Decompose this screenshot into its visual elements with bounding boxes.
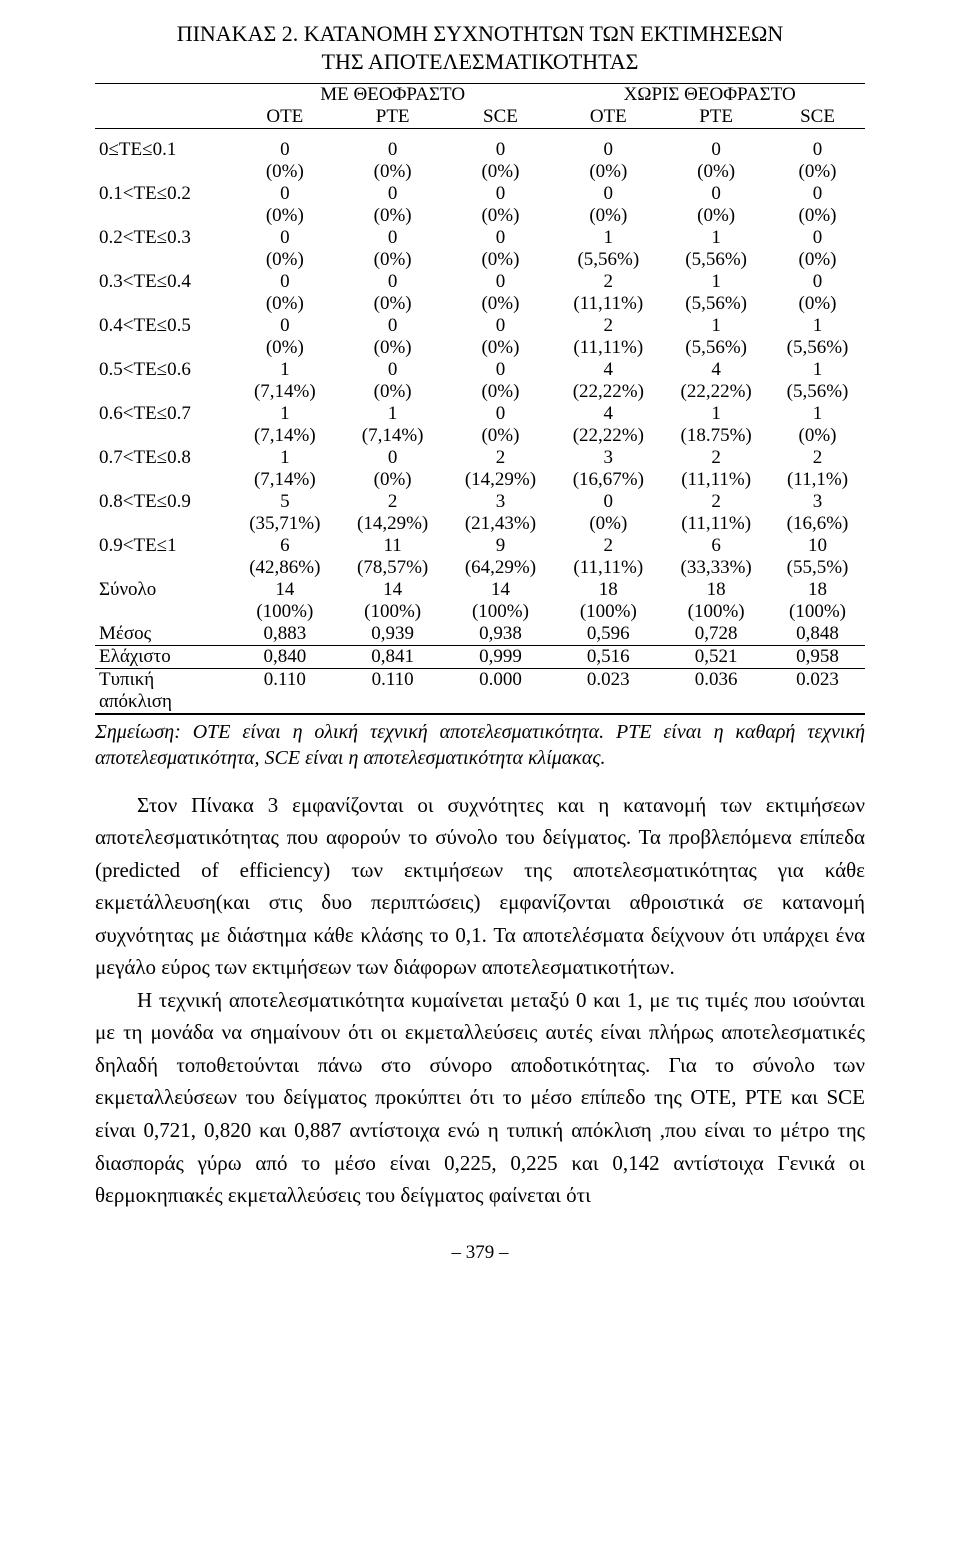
- row-label: 0.2<TE≤0.3: [95, 227, 231, 249]
- row-label: 0.5<TE≤0.6: [95, 359, 231, 381]
- row-label: 0.8<TE≤0.9: [95, 491, 231, 513]
- row-label: 0.7<TE≤0.8: [95, 447, 231, 469]
- col-header-sce-5: SCE: [770, 106, 865, 129]
- title-line-1: ΠΙΝΑΚΑΣ 2. ΚΑΤΑΝΟΜΗ ΣΥΧΝΟΤΗΤΩΝ ΤΩΝ ΕΚΤΙΜ…: [177, 21, 784, 46]
- group-header-without: ΧΩΡΙΣ ΘΕΟΦΡΑΣΤΟ: [554, 84, 865, 107]
- title-line-2: ΤΗΣ ΑΠΟΤΕΛΕΣΜΑΤΙΚΟΤΗΤΑΣ: [322, 49, 639, 74]
- table-title: ΠΙΝΑΚΑΣ 2. ΚΑΤΑΝΟΜΗ ΣΥΧΝΟΤΗΤΩΝ ΤΩΝ ΕΚΤΙΜ…: [95, 20, 865, 75]
- group-header-with: ΜΕ ΘΕΟΦΡΑΣΤΟ: [231, 84, 554, 107]
- frequency-table: ΜΕ ΘΕΟΦΡΑΣΤΟΧΩΡΙΣ ΘΕΟΦΡΑΣΤΟOTEPTESCEOTEP…: [95, 83, 865, 715]
- table-footnote: Σημείωση: OTE είναι η ολική τεχνική αποτ…: [95, 719, 865, 771]
- page: ΠΙΝΑΚΑΣ 2. ΚΑΤΑΝΟΜΗ ΣΥΧΝΟΤΗΤΩΝ ΤΩΝ ΕΚΤΙΜ…: [0, 0, 960, 1294]
- body-text: Στον Πίνακα 3 εμφανίζονται οι συχνότητες…: [95, 789, 865, 1212]
- col-header-ote-0: OTE: [231, 106, 339, 129]
- row-label: 0.6<TE≤0.7: [95, 403, 231, 425]
- row-label: 0.3<TE≤0.4: [95, 271, 231, 293]
- row-label: Σύνολο: [95, 579, 231, 601]
- paragraph-1: Στον Πίνακα 3 εμφανίζονται οι συχνότητες…: [95, 789, 865, 984]
- row-label: 0≤TE≤0.1: [95, 139, 231, 161]
- row-label: 0.1<TE≤0.2: [95, 183, 231, 205]
- col-header-pte-1: PTE: [339, 106, 447, 129]
- col-header-ote-3: OTE: [554, 106, 662, 129]
- paragraph-2: Η τεχνική αποτελεσματικότητα κυμαίνεται …: [95, 984, 865, 1212]
- row-label: 0.4<TE≤0.5: [95, 315, 231, 337]
- page-number: – 379 –: [95, 1242, 865, 1264]
- col-header-pte-4: PTE: [662, 106, 770, 129]
- row-label: 0.9<TE≤1: [95, 535, 231, 557]
- col-header-sce-2: SCE: [447, 106, 555, 129]
